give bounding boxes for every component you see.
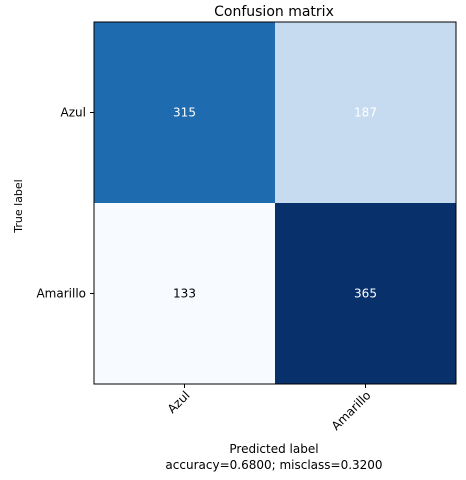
- x-tick-label: Amarillo: [329, 388, 374, 433]
- cell-value-label: 315: [173, 106, 196, 120]
- y-axis-ticks: Azul Amarillo: [36, 106, 94, 301]
- heatmap-cell-azul-azul: [94, 22, 275, 203]
- x-tick-label: Azul: [165, 388, 193, 416]
- y-tick-label: Azul: [61, 106, 86, 120]
- cell-value-label: 365: [354, 287, 377, 301]
- y-axis-label: True label: [12, 179, 25, 233]
- cell-value-label: 133: [173, 287, 196, 301]
- accuracy-misclass-caption: accuracy=0.6800; misclass=0.3200: [165, 458, 382, 472]
- heatmap-cells: [94, 22, 456, 384]
- cell-value-label: 187: [354, 106, 377, 120]
- x-axis-ticks: Azul Amarillo: [165, 384, 374, 433]
- x-axis-label: Predicted label: [229, 442, 318, 456]
- heatmap-value-labels: 315 187 133 365: [173, 106, 377, 301]
- heatmap-cell-azul-amarillo: [275, 22, 456, 203]
- heatmap-cell-amarillo-azul: [94, 203, 275, 384]
- y-tick-label: Amarillo: [36, 287, 86, 301]
- heatmap-cell-amarillo-amarillo: [275, 203, 456, 384]
- plot-area-frame: [93, 21, 457, 385]
- chart-title: Confusion matrix: [214, 4, 334, 20]
